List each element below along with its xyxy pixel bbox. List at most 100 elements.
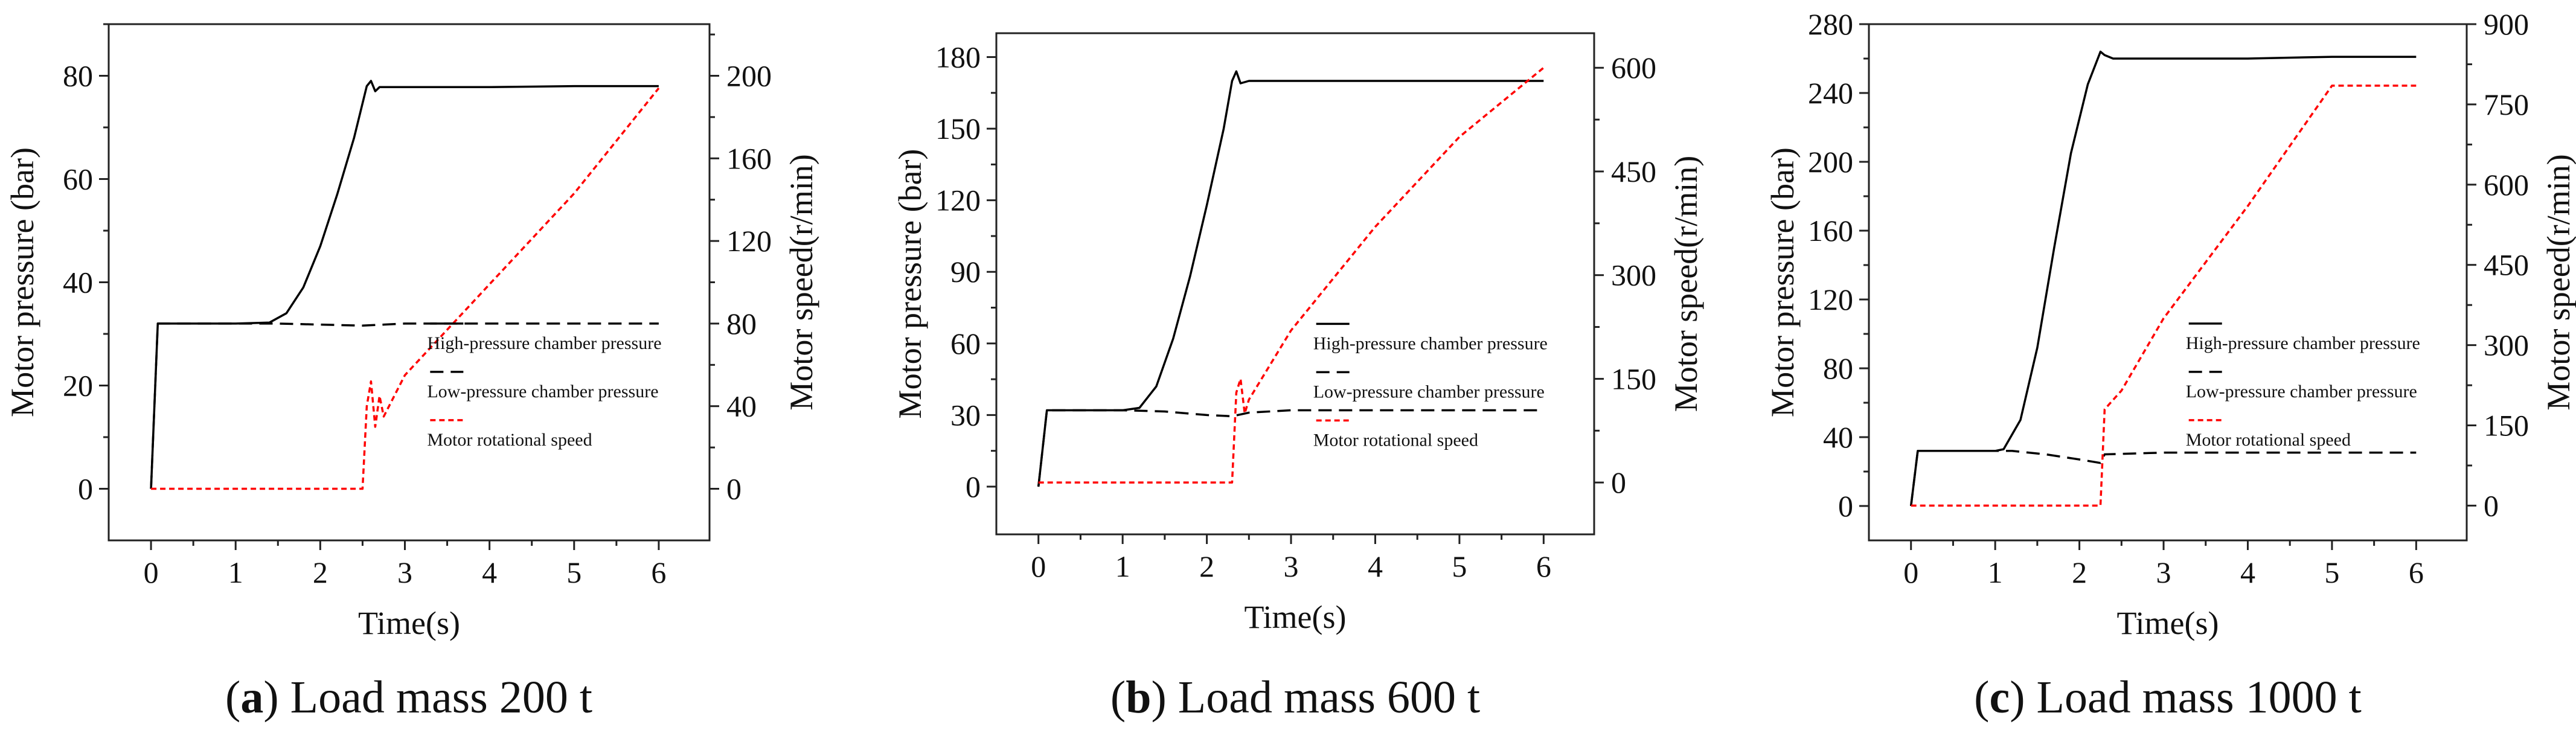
y-tick-label: 180 xyxy=(935,40,981,74)
y2-tick-label: 40 xyxy=(726,389,757,423)
x-tick-label: 4 xyxy=(1368,549,1383,583)
y-tick-label: 0 xyxy=(1838,489,1853,523)
x-tick-label: 5 xyxy=(566,555,582,589)
y2-tick-label: 150 xyxy=(1611,362,1656,395)
x-tick-label: 6 xyxy=(2409,555,2424,589)
y2-tick-label: 450 xyxy=(1611,155,1656,188)
y2-tick-label: 0 xyxy=(1611,466,1626,499)
x-axis-label: Time(s) xyxy=(358,605,460,641)
y-tick-label: 280 xyxy=(1808,7,1853,41)
x-tick-label: 3 xyxy=(1284,549,1299,583)
y2-tick-label: 600 xyxy=(1611,51,1656,85)
chart-panel-c: 0 1 2 3 4 5 6 0 40 80 120 160 200 240 280 0 150 300 450 600… xyxy=(1764,7,2576,723)
y-tick-label: 0 xyxy=(966,470,981,504)
x-axis-label: Time(s) xyxy=(2116,605,2219,641)
y-axis-label: Motor pressure (bar) xyxy=(892,149,928,419)
caption-letter: b xyxy=(1126,672,1151,723)
caption-letter: c xyxy=(1989,672,2010,723)
x-tick-label: 3 xyxy=(397,555,412,589)
y-tick-label: 240 xyxy=(1808,76,1853,110)
legend-label-2: Low-pressure chamber pressure xyxy=(427,382,658,402)
plot-frame xyxy=(107,23,711,542)
plot-frame xyxy=(995,32,1595,536)
y2-tick-label: 900 xyxy=(2484,7,2529,41)
y-tick-label: 80 xyxy=(63,59,93,93)
x-tick-label: 1 xyxy=(1988,555,2003,589)
series-line-2 xyxy=(1909,450,2417,507)
y2-tick-label: 80 xyxy=(726,307,757,341)
x-tick-label: 5 xyxy=(1452,549,1467,583)
y-tick-label: 40 xyxy=(63,266,93,299)
x-tick-label: 4 xyxy=(482,555,497,589)
legend-label-2: Low-pressure chamber pressure xyxy=(2186,382,2417,402)
y-tick-label: 60 xyxy=(950,327,981,360)
y-tick-label: 20 xyxy=(63,369,93,403)
x-tick-label: 2 xyxy=(2072,555,2087,589)
y2-tick-label: 200 xyxy=(726,59,772,93)
panel-caption: (b) Load mass 600 t xyxy=(1110,672,1480,723)
series-line-2 xyxy=(1037,409,1544,487)
x-tick-label: 0 xyxy=(1031,549,1046,583)
series-line-2 xyxy=(150,322,659,489)
y2-tick-label: 300 xyxy=(1611,258,1656,292)
y2-axis-label: Motor speed(r/min) xyxy=(1668,156,1704,412)
y2-tick-label: 150 xyxy=(2484,409,2529,443)
x-tick-label: 4 xyxy=(2240,555,2255,589)
legend: High-pressure chamber pressure Low-pressu… xyxy=(1313,322,1548,450)
series-line-3 xyxy=(151,87,660,490)
legend-label-1: High-pressure chamber pressure xyxy=(2186,333,2420,353)
y2-tick-label: 300 xyxy=(2484,328,2529,362)
y-tick-label: 0 xyxy=(78,472,93,506)
legend-label-1: High-pressure chamber pressure xyxy=(1313,333,1548,353)
y2-axis-label: Motor speed(r/min) xyxy=(2540,154,2576,410)
x-tick-label: 5 xyxy=(2324,555,2339,589)
legend-label-2: Low-pressure chamber pressure xyxy=(1313,382,1545,402)
x-tick-label: 1 xyxy=(1115,549,1130,583)
y-tick-label: 40 xyxy=(1823,420,1853,454)
legend-label-3: Motor rotational speed xyxy=(2186,430,2351,450)
x-tick-label: 0 xyxy=(144,555,159,589)
y-tick-label: 30 xyxy=(950,398,981,432)
series-line-1 xyxy=(150,80,659,489)
plot-frame xyxy=(1868,23,2468,542)
panel-caption: (c) Load mass 1000 t xyxy=(1974,672,2362,723)
y2-tick-label: 600 xyxy=(2484,168,2529,202)
series-line-3 xyxy=(1911,85,2417,507)
y2-tick-label: 0 xyxy=(726,472,742,506)
legend: High-pressure chamber pressure Low-pressu… xyxy=(427,322,662,450)
x-tick-label: 2 xyxy=(313,555,328,589)
y-tick-label: 150 xyxy=(935,112,981,146)
y2-tick-label: 450 xyxy=(2484,248,2529,282)
legend: High-pressure chamber pressure Low-pressu… xyxy=(2186,322,2420,450)
legend-label-1: High-pressure chamber pressure xyxy=(427,333,661,353)
x-tick-label: 6 xyxy=(1536,549,1551,583)
x-axis-label: Time(s) xyxy=(1244,599,1346,635)
y2-tick-label: 750 xyxy=(2484,88,2529,121)
series-line-1 xyxy=(1037,70,1544,487)
y-tick-label: 120 xyxy=(935,184,981,217)
chart-panel-b: 0 1 2 3 4 5 603060901201501800150300450600Time… xyxy=(892,32,1704,723)
y-tick-label: 90 xyxy=(950,255,981,289)
x-tick-label: 3 xyxy=(2156,555,2171,589)
y-tick-label: 60 xyxy=(63,162,93,196)
caption-letter: a xyxy=(240,672,263,723)
y2-tick-label: 0 xyxy=(2484,488,2499,522)
y-axis-label: Motor pressure (bar) xyxy=(4,147,40,417)
x-tick-label: 6 xyxy=(651,555,666,589)
y2-tick-label: 120 xyxy=(726,224,772,258)
x-tick-label: 2 xyxy=(1199,549,1214,583)
legend-label-3: Motor rotational speed xyxy=(1313,430,1478,450)
legend-label-3: Motor rotational speed xyxy=(427,430,592,450)
y-tick-label: 80 xyxy=(1823,351,1853,385)
series-line-3 xyxy=(1038,66,1545,484)
chart-panel-a: 0 1 2 3 4 5 602040608004080120160200Time(s)Mot… xyxy=(4,23,819,723)
y-axis-label: Motor pressure (bar) xyxy=(1764,147,1801,417)
x-tick-label: 0 xyxy=(1903,555,1918,589)
y-tick-label: 200 xyxy=(1808,145,1853,179)
y-tick-label: 160 xyxy=(1808,214,1853,248)
y2-axis-label: Motor speed(r/min) xyxy=(783,154,819,410)
y2-tick-label: 160 xyxy=(726,141,772,175)
y-tick-label: 120 xyxy=(1808,283,1853,316)
x-tick-label: 1 xyxy=(228,555,243,589)
